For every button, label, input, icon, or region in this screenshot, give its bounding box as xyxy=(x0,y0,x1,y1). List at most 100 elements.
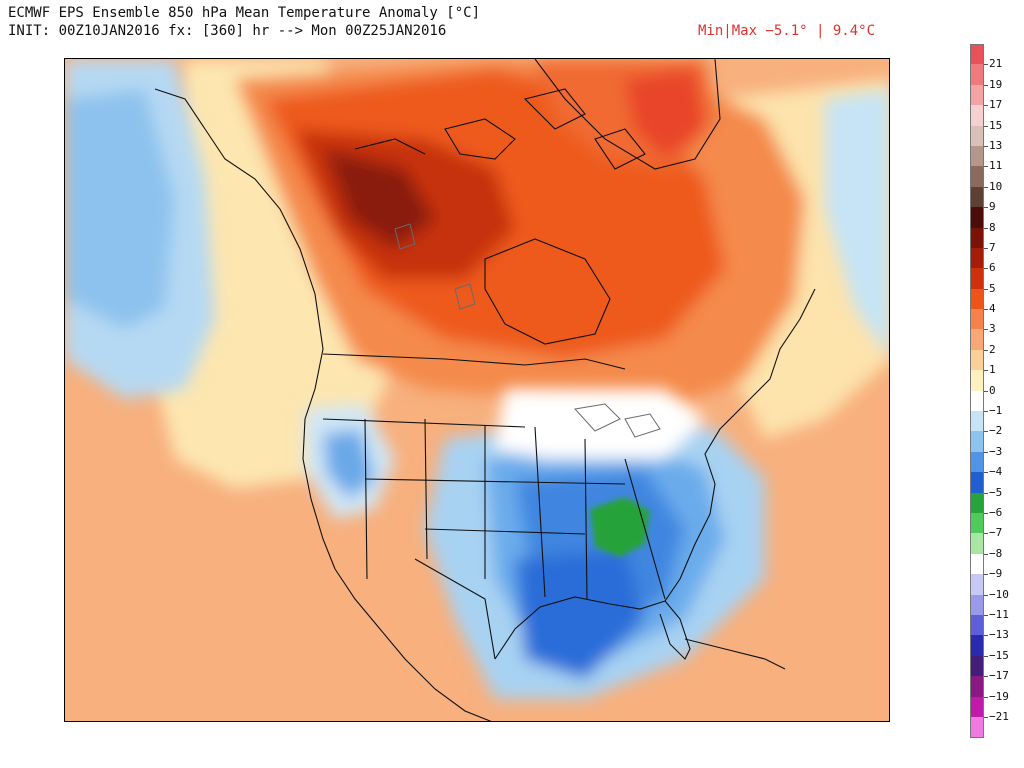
legend-label: 19 xyxy=(989,77,1003,91)
legend-label: −13 xyxy=(989,628,1009,642)
legend-entry: −2 xyxy=(970,424,1024,452)
legend-label: 3 xyxy=(989,322,996,336)
lakes-outline xyxy=(394,223,661,438)
legend-color-swatch xyxy=(970,635,984,656)
legend-label: 13 xyxy=(989,138,1003,152)
legend-tick xyxy=(984,125,988,127)
legend-tick xyxy=(984,451,988,453)
min-max-readout: Min|Max −5.1° | 9.4°C xyxy=(698,23,876,39)
legend-tick xyxy=(984,145,988,147)
legend-entry: 21 xyxy=(970,57,1024,85)
legend-label: −6 xyxy=(989,505,1003,519)
coldest-core-green xyxy=(590,497,650,557)
legend-tick xyxy=(984,288,988,290)
legend-tick xyxy=(984,676,988,678)
legend-tick xyxy=(984,349,988,351)
legend-label: 6 xyxy=(989,261,996,275)
legend-tick xyxy=(984,696,988,698)
legend-tick xyxy=(984,594,988,596)
legend-color-swatch xyxy=(970,207,984,228)
title-line-1: ECMWF EPS Ensemble 850 hPa Mean Temperat… xyxy=(8,5,481,21)
legend-label: −19 xyxy=(989,689,1009,703)
legend-label: −3 xyxy=(989,444,1003,458)
legend-label: −10 xyxy=(989,587,1009,601)
legend-entry: 8 xyxy=(970,221,1024,248)
legend-label: −4 xyxy=(989,465,1003,479)
legend-label: 17 xyxy=(989,98,1003,112)
legend-color-swatch xyxy=(970,614,984,636)
legend-tick xyxy=(984,309,988,311)
legend-color-swatch xyxy=(970,676,984,697)
legend-tick xyxy=(984,186,988,188)
legend-color-swatch xyxy=(970,268,984,289)
legend-color-swatch xyxy=(970,105,984,126)
legend-entry: 1 xyxy=(970,363,1024,391)
legend-entry: 6 xyxy=(970,261,1024,289)
legend-label: 4 xyxy=(989,302,996,316)
legend-color-swatch xyxy=(970,655,984,677)
legend-swatch-top xyxy=(970,44,1024,65)
legend-entry: 17 xyxy=(970,98,1024,126)
legend-label: −2 xyxy=(989,424,1003,438)
legend-tick xyxy=(984,716,988,718)
legend-color-swatch xyxy=(970,370,984,391)
legend-color-swatch xyxy=(970,227,984,248)
legend-tick xyxy=(984,390,988,392)
legend-entry: −8 xyxy=(970,547,1024,575)
legend-tick xyxy=(984,268,988,270)
legend-label: 9 xyxy=(989,200,996,214)
legend-tick xyxy=(984,329,988,331)
legend-label: 8 xyxy=(989,220,996,234)
legend-color-swatch xyxy=(970,186,984,208)
legend-label: −1 xyxy=(989,404,1003,418)
legend-tick xyxy=(984,553,988,555)
legend-tick xyxy=(984,614,988,616)
legend-tick xyxy=(984,105,988,107)
legend-tick xyxy=(984,207,988,209)
title-line-2: INIT: 00Z10JAN2016 fx: [360] hr --> Mon … xyxy=(8,23,447,39)
legend-entry: −13 xyxy=(970,628,1024,656)
legend-color-swatch xyxy=(970,84,984,106)
legend-color-swatch xyxy=(970,329,984,350)
legend-label: −8 xyxy=(989,546,1003,560)
legend-label: 11 xyxy=(989,159,1003,173)
legend-color-swatch xyxy=(970,166,984,187)
legend-tick xyxy=(984,492,988,494)
legend-entry: −17 xyxy=(970,669,1024,697)
legend-label: −9 xyxy=(989,567,1003,581)
legend-color-swatch xyxy=(970,349,984,371)
legend-entry: 5 xyxy=(970,282,1024,310)
legend-tick xyxy=(984,472,988,474)
legend-entry: 11 xyxy=(970,159,1024,187)
coastlines-and-borders xyxy=(154,59,816,721)
legend-tick xyxy=(984,84,988,86)
legend-color-swatch xyxy=(970,288,984,310)
legend-color-swatch xyxy=(970,411,984,432)
legend-color-swatch xyxy=(970,431,984,452)
legend-color-swatch xyxy=(970,472,984,493)
legend-color-swatch xyxy=(970,716,984,738)
legend-color-swatch xyxy=(970,696,984,717)
legend-entry: 10 xyxy=(970,180,1024,208)
legend-tick xyxy=(984,431,988,433)
legend-entry: 15 xyxy=(970,119,1024,146)
color-scale-legend: 21 19 17 15 13 11 10 9 8 7 6 5 4 3 2 1 0 −1 −2 −3 −4 −5 −6 −7 −8… xyxy=(970,44,1024,739)
legend-label: 2 xyxy=(989,342,996,356)
legend-entry: −11 xyxy=(970,608,1024,636)
legend-entry: 13 xyxy=(970,139,1024,167)
legend-entry: 4 xyxy=(970,302,1024,330)
legend-color-swatch xyxy=(970,574,984,595)
legend-tick xyxy=(984,574,988,576)
legend-entry: −3 xyxy=(970,445,1024,473)
legend-color-swatch xyxy=(970,594,984,615)
legend-label: −21 xyxy=(989,709,1009,723)
legend-tick xyxy=(984,512,988,514)
legend-color-swatch xyxy=(970,247,984,269)
legend-entry: −6 xyxy=(970,506,1024,534)
legend-entry: −7 xyxy=(970,526,1024,554)
legend-entry: −15 xyxy=(970,649,1024,677)
legend-entry: −4 xyxy=(970,465,1024,493)
legend-entry: 9 xyxy=(970,200,1024,228)
map-panel xyxy=(64,58,890,722)
legend-color-swatch xyxy=(970,533,984,554)
